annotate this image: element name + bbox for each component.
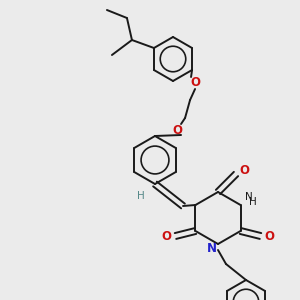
Text: O: O — [190, 76, 200, 88]
Text: H: H — [249, 197, 256, 207]
Text: H: H — [137, 191, 145, 201]
Text: N: N — [207, 242, 217, 254]
Text: O: O — [239, 164, 249, 176]
Text: O: O — [172, 124, 182, 136]
Text: N: N — [244, 192, 252, 202]
Text: O: O — [161, 230, 172, 244]
Text: O: O — [265, 230, 275, 244]
